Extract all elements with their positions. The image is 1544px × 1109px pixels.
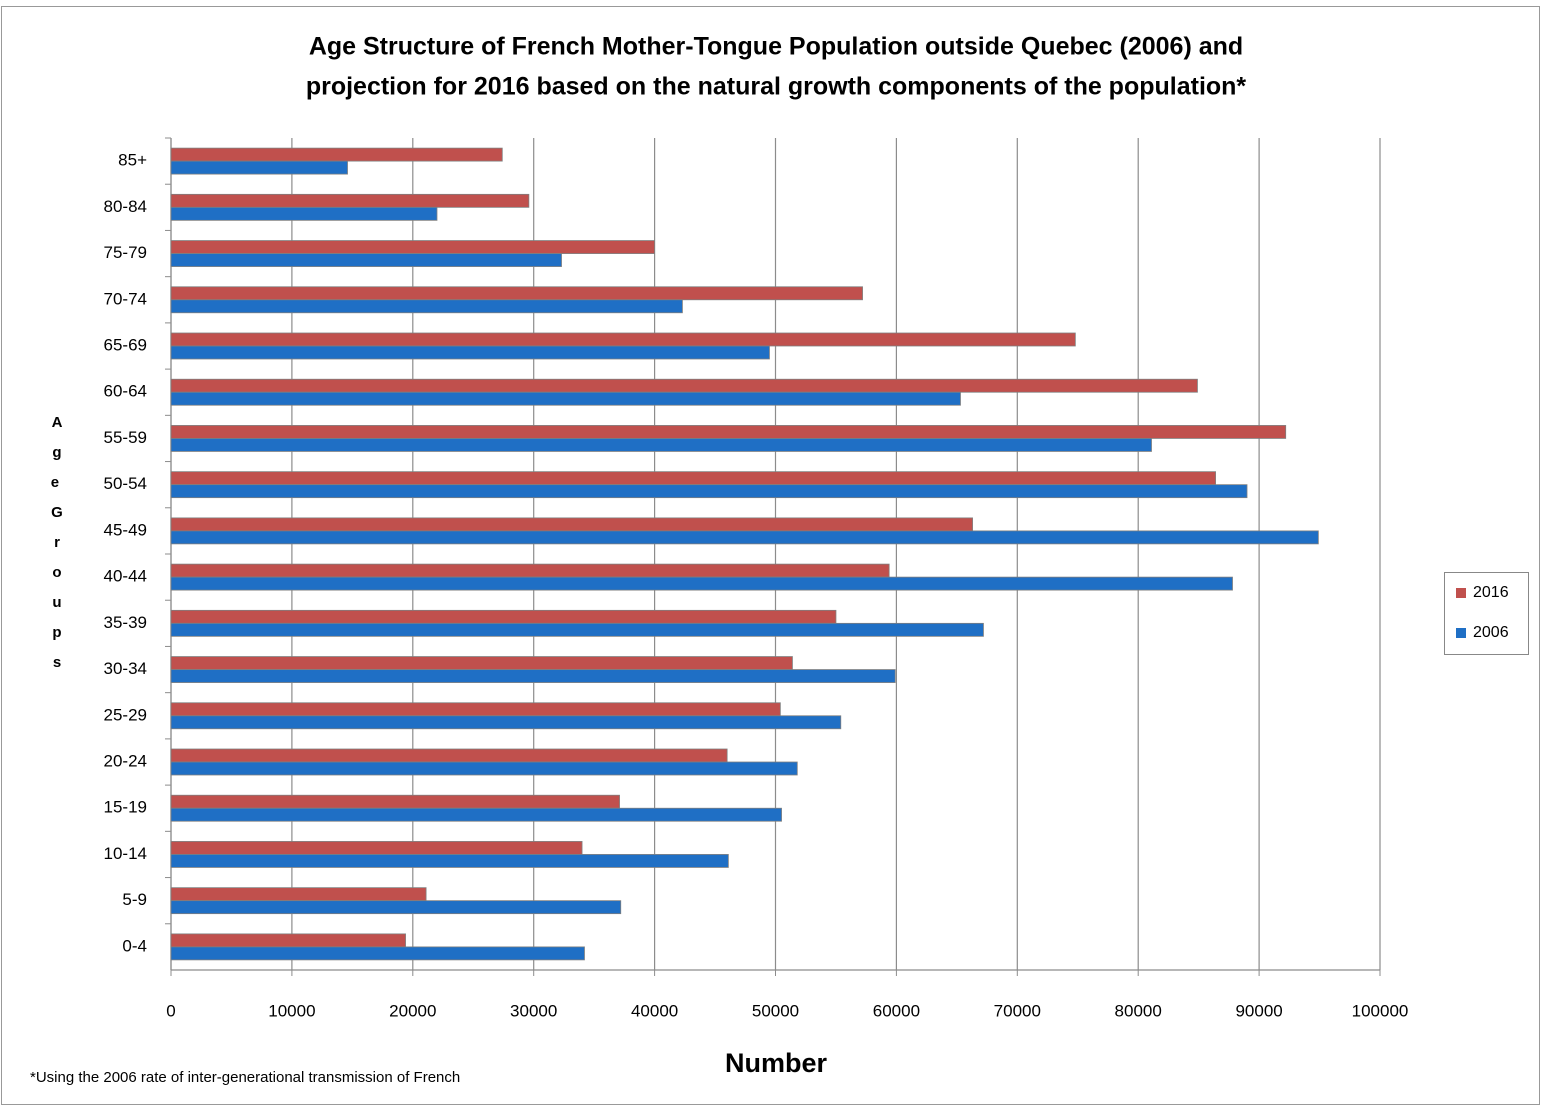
- y-tick-label: 70-74: [104, 289, 147, 308]
- bar: [170, 576, 1233, 591]
- bar: [170, 622, 984, 637]
- x-tick-label: 20000: [389, 1001, 436, 1020]
- y-tick-label: 25-29: [104, 705, 147, 724]
- legend-swatch: [1456, 588, 1466, 598]
- x-tick-label: 90000: [1235, 1001, 1282, 1020]
- y-tick-label: 35-39: [104, 613, 147, 632]
- chart-title: Age Structure of French Mother-Tongue Po…: [309, 33, 1243, 61]
- y-tick-label: 65-69: [104, 335, 147, 354]
- legend-label: 2006: [1473, 624, 1509, 641]
- bar: [170, 900, 622, 915]
- y-tick-label: 40-44: [104, 567, 147, 586]
- bar: [170, 160, 348, 175]
- y-tick-label: 80-84: [104, 197, 147, 216]
- x-tick-label: 40000: [631, 1001, 678, 1020]
- bar: [170, 147, 503, 162]
- bar: [170, 471, 1216, 486]
- bar: [170, 299, 683, 314]
- legend-swatch: [1456, 628, 1466, 638]
- bar: [170, 794, 620, 809]
- bar: [170, 517, 973, 532]
- y-tick-label: 5-9: [122, 890, 147, 909]
- bar: [170, 702, 781, 717]
- bar: [170, 841, 583, 855]
- bar: [170, 609, 837, 624]
- bar: [170, 438, 1152, 452]
- x-tick-label: 60000: [873, 1001, 920, 1020]
- x-tick-label: 50000: [752, 1001, 799, 1020]
- bar: [170, 563, 890, 578]
- bar: [170, 240, 656, 254]
- bar: [170, 807, 782, 822]
- x-tick-label: 70000: [994, 1001, 1041, 1020]
- bar: [170, 669, 896, 683]
- bar: [170, 530, 1319, 545]
- legend-label: 2016: [1473, 584, 1509, 601]
- bar: [170, 748, 728, 763]
- y-axis-label: Age Groups: [50, 414, 64, 671]
- x-tick-label: 10000: [268, 1001, 315, 1020]
- bar: [170, 391, 961, 406]
- x-tick-label: 100000: [1352, 1001, 1409, 1020]
- x-tick-label: 30000: [510, 1001, 557, 1020]
- bar: [170, 484, 1248, 499]
- x-axis-label: Number: [725, 1048, 828, 1078]
- bar: [170, 253, 562, 267]
- y-tick-label: 85+: [118, 151, 147, 170]
- bar: [170, 933, 406, 948]
- bar: [170, 345, 770, 360]
- bar: [170, 946, 585, 961]
- x-tick-label: 0: [166, 1001, 175, 1020]
- bar: [170, 715, 842, 730]
- bar: [170, 425, 1287, 439]
- bar: [170, 378, 1198, 393]
- y-tick-label: 55-59: [104, 428, 147, 447]
- y-tick-label: 45-49: [104, 520, 147, 539]
- bar: [170, 761, 798, 776]
- y-tick-label: 30-34: [104, 659, 147, 678]
- x-tick-label: 80000: [1115, 1001, 1162, 1020]
- bar: [170, 854, 729, 868]
- bar: [170, 206, 438, 221]
- y-tick-label: 15-19: [104, 798, 147, 817]
- chart-frame: [1, 6, 1540, 1105]
- y-tick-label: 50-54: [104, 474, 147, 493]
- y-tick-label: 60-64: [104, 382, 147, 401]
- bar: [170, 286, 863, 301]
- y-tick-label: 10-14: [104, 844, 147, 863]
- bar: [170, 332, 1076, 347]
- chart-title: projection for 2016 based on the natural…: [306, 73, 1247, 101]
- y-tick-label: 20-24: [104, 751, 147, 770]
- bar: [170, 656, 793, 670]
- legend-box: [1444, 572, 1529, 655]
- y-tick-label: 75-79: [104, 243, 147, 262]
- bar: [170, 193, 530, 208]
- y-tick-label: 0-4: [122, 936, 147, 955]
- bar: [170, 887, 427, 902]
- footnote: *Using the 2006 rate of inter-generation…: [30, 1069, 460, 1086]
